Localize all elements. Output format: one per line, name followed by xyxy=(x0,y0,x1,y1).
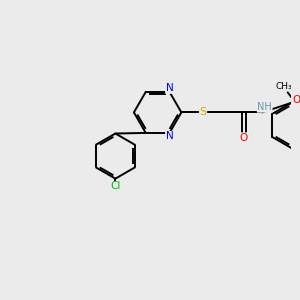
Text: N: N xyxy=(166,131,173,141)
Text: S: S xyxy=(200,107,207,117)
Text: O: O xyxy=(239,133,248,143)
Text: NH: NH xyxy=(257,102,272,112)
Text: Cl: Cl xyxy=(110,182,121,191)
Text: N: N xyxy=(166,83,173,93)
Text: CH₃: CH₃ xyxy=(275,82,292,91)
Text: O: O xyxy=(292,95,300,105)
